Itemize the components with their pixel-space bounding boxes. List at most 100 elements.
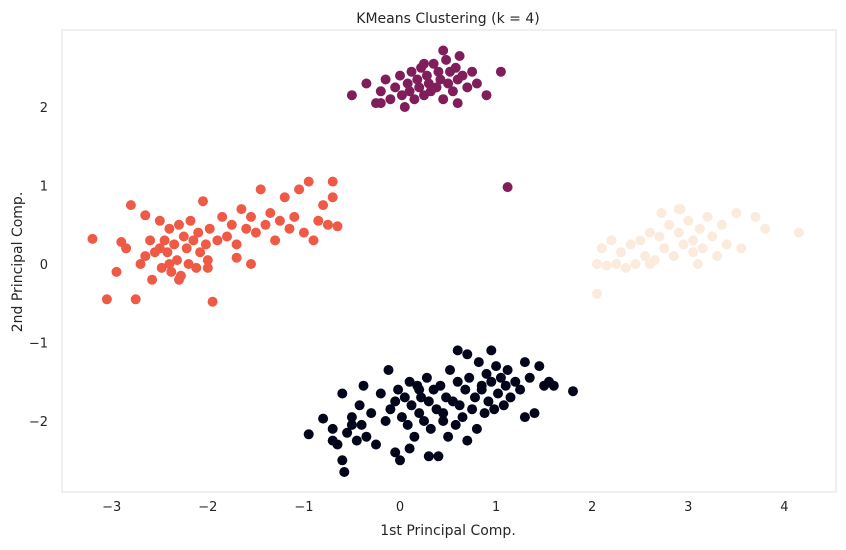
scatter-point-cluster-0	[406, 400, 417, 411]
scatter-point-cluster-3	[707, 231, 718, 242]
scatter-point-cluster-1	[390, 82, 401, 93]
scatter-point-cluster-2	[174, 274, 184, 285]
scatter-point-cluster-0	[481, 368, 492, 379]
scatter-point-cluster-2	[154, 243, 165, 254]
scatter-point-cluster-2	[191, 262, 202, 273]
scatter-point-cluster-3	[606, 235, 617, 246]
scatter-point-cluster-2	[87, 233, 98, 244]
scatter-point-cluster-2	[231, 239, 242, 250]
scatter-point-cluster-3	[601, 260, 612, 271]
scatter-point-cluster-2	[231, 252, 242, 263]
y-tick-label: −2	[29, 415, 48, 430]
scatter-point-cluster-1	[431, 82, 442, 93]
scatter-point-cluster-2	[140, 251, 151, 262]
scatter-point-cluster-2	[121, 243, 132, 254]
scatter-point-cluster-3	[673, 227, 684, 238]
scatter-point-cluster-2	[318, 200, 329, 211]
scatter-point-cluster-0	[327, 423, 338, 434]
scatter-point-cluster-2	[202, 255, 213, 266]
scatter-point-cluster-2	[188, 235, 199, 246]
scatter-point-cluster-1	[380, 74, 391, 85]
scatter-point-cluster-0	[358, 380, 369, 391]
scatter-point-cluster-3	[640, 251, 651, 262]
scatter-point-cluster-3	[736, 243, 747, 254]
scatter-point-cluster-1	[438, 94, 449, 105]
scatter-point-cluster-3	[644, 227, 655, 238]
scatter-point-cluster-0	[467, 404, 478, 415]
scatter-point-cluster-2	[255, 184, 266, 195]
scatter-point-cluster-0	[356, 419, 367, 430]
scatter-point-cluster-2	[327, 176, 338, 187]
scatter-point-cluster-1	[481, 90, 492, 101]
scatter-point-cluster-0	[380, 416, 391, 426]
scatter-point-cluster-0	[354, 400, 365, 411]
scatter-point-cluster-1	[495, 66, 506, 77]
scatter-point-cluster-1	[462, 82, 473, 93]
scatter-point-cluster-1	[421, 70, 432, 81]
scatter-point-cluster-2	[246, 211, 256, 222]
scatter-point-cluster-2	[125, 200, 136, 211]
scatter-point-cluster-0	[383, 365, 394, 375]
scatter-point-cluster-1	[414, 82, 425, 93]
scatter-point-cluster-0	[479, 408, 490, 419]
scatter-point-cluster-2	[284, 223, 295, 234]
scatter-point-cluster-0	[425, 423, 436, 434]
scatter-point-cluster-0	[402, 419, 413, 430]
scatter-point-cluster-3	[716, 219, 727, 230]
plot-area-frame	[61, 29, 837, 493]
scatter-point-cluster-3	[659, 243, 670, 254]
y-tick-label: 1	[40, 180, 48, 195]
scatter-point-cluster-2	[169, 239, 180, 250]
scatter-point-cluster-0	[505, 392, 516, 403]
scatter-point-cluster-3	[688, 235, 699, 246]
scatter-point-cluster-2	[279, 192, 290, 203]
scatter-point-cluster-0	[390, 447, 401, 458]
scatter-point-cluster-2	[313, 215, 324, 226]
scatter-point-cluster-3	[688, 247, 699, 258]
scatter-point-cluster-3	[644, 259, 655, 269]
scatter-point-cluster-2	[265, 208, 276, 218]
scatter-point-cluster-2	[212, 235, 223, 246]
scatter-point-cluster-1	[419, 58, 429, 69]
scatter-point-cluster-2	[101, 294, 112, 305]
scatter-point-cluster-2	[236, 204, 247, 215]
scatter-point-cluster-0	[414, 384, 425, 395]
points-layer	[87, 45, 804, 477]
scatter-point-cluster-2	[289, 211, 300, 222]
scatter-point-cluster-1	[412, 74, 423, 85]
scatter-point-cluster-0	[342, 427, 353, 438]
scatter-point-cluster-1	[467, 66, 478, 77]
scatter-point-cluster-0	[519, 357, 530, 368]
scatter-point-cluster-1	[361, 78, 372, 89]
scatter-point-cluster-0	[346, 412, 357, 423]
scatter-point-cluster-2	[195, 247, 206, 258]
scatter-point-cluster-2	[200, 239, 211, 250]
x-tick-label: −3	[102, 500, 121, 515]
y-axis-ticks: −2 −1 0 1 2	[29, 101, 48, 430]
scatter-point-cluster-0	[361, 431, 372, 442]
scatter-point-cluster-0	[371, 439, 381, 450]
scatter-point-cluster-2	[322, 219, 333, 230]
scatter-point-cluster-3	[596, 243, 607, 254]
scatter-point-cluster-2	[298, 227, 309, 238]
x-tick-label: 4	[780, 500, 788, 515]
scatter-point-cluster-1	[404, 86, 415, 97]
scatter-point-cluster-0	[366, 408, 377, 419]
scatter-point-cluster-3	[625, 239, 636, 250]
scatter-point-cluster-0	[548, 380, 559, 391]
scatter-point-cluster-0	[495, 372, 506, 383]
x-axis-ticks: −3 −2 −1 0 1 2 3 4	[102, 500, 788, 515]
scatter-point-cluster-3	[793, 227, 804, 238]
scatter-point-cluster-0	[454, 400, 465, 411]
scatter-point-cluster-1	[406, 66, 417, 77]
scatter-point-cluster-0	[464, 372, 475, 383]
scatter-point-cluster-1	[454, 51, 465, 61]
scatter-point-cluster-0	[529, 408, 540, 419]
scatter-point-cluster-1	[375, 98, 386, 109]
scatter-point-cluster-0	[414, 408, 425, 419]
scatter-point-cluster-2	[156, 262, 167, 273]
scatter-point-cluster-2	[166, 266, 177, 277]
scatter-point-cluster-0	[471, 423, 482, 434]
scatter-point-cluster-0	[486, 345, 497, 356]
scatter-point-cluster-0	[423, 396, 434, 407]
